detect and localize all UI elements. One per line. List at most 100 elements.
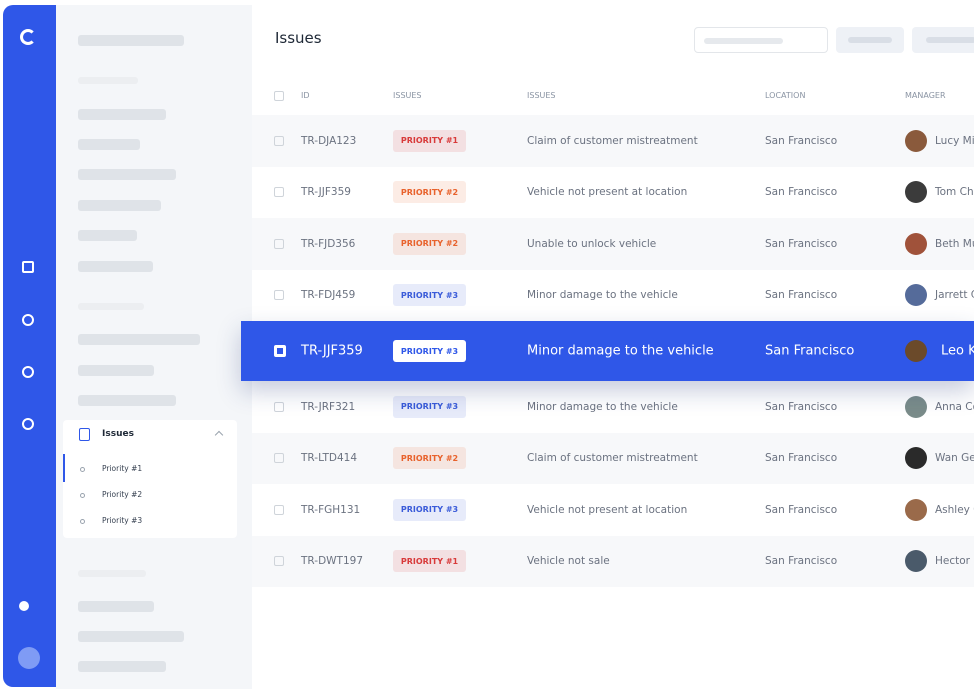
placeholder	[78, 109, 166, 120]
manager-name: Beth Mu	[935, 237, 974, 250]
issue-text: Vehicle not present at location	[527, 503, 688, 516]
nav-group[interactable]: Issues	[102, 429, 134, 439]
issue-text: Vehicle not present at location	[527, 186, 688, 199]
issue-id: TR-FDJ459	[301, 289, 356, 302]
table-row[interactable]: TR-JRF321 PRIORITY #3 Minor damage to the …	[252, 381, 974, 433]
priority-label: PRIORITY #3	[400, 402, 459, 412]
location: San Francisco	[765, 237, 838, 250]
priority-badge: PRIORITY #1	[393, 129, 466, 152]
priority-badge: PRIORITY #3	[393, 284, 466, 307]
nav-card: Issues Priority #1 Priority #2 Priority #3	[63, 420, 237, 538]
nav-icon[interactable]	[22, 314, 34, 326]
table-row[interactable]: TR-FGH131 PRIORITY #3 Vehicle not present …	[252, 484, 974, 536]
placeholder	[78, 139, 140, 150]
issue-id: TR-FGH131	[301, 503, 361, 516]
nav-icon[interactable]	[22, 418, 34, 430]
priority-badge: PRIORITY #2	[393, 232, 466, 255]
issue-text: Minor damage to the vehicle	[527, 400, 678, 413]
row-checkbox[interactable]	[274, 401, 284, 412]
location: San Francisco	[765, 186, 838, 199]
manager-name: Wan Ger	[935, 452, 974, 465]
status-dot	[19, 601, 29, 611]
table-row[interactable]: TR-DJA123 PRIORITY #1 Claim of customer mi…	[252, 115, 974, 167]
priority-badge: PRIORITY #3	[393, 395, 466, 418]
priority-label: PRIORITY #2	[400, 239, 459, 249]
logo[interactable]	[20, 29, 36, 45]
table-row[interactable]: TR-FJD356 PRIORITY #2 Unable to unlock veh…	[252, 218, 974, 270]
bullet	[80, 519, 85, 524]
manager-name: Anna Co	[935, 400, 974, 413]
nav-item[interactable]: Priority #2	[102, 490, 143, 499]
manager-avatar	[905, 447, 927, 470]
location: San Francisco	[765, 289, 838, 302]
nav-icon[interactable]	[22, 366, 34, 378]
issue-id: TR-JJF359	[301, 186, 351, 199]
column-header[interactable]: ISSUES	[527, 91, 556, 100]
issue-id: TR-DWT197	[301, 555, 363, 568]
row-checkbox[interactable]	[274, 187, 284, 198]
priority-label: PRIORITY #2	[400, 187, 459, 197]
priority-label: PRIORITY #3	[400, 290, 459, 300]
issue-text: Claim of customer mistreatment	[527, 452, 698, 465]
row-checkbox[interactable]	[274, 556, 284, 567]
manager-name: Leo K	[941, 343, 974, 359]
priority-label: PRIORITY #3	[400, 346, 459, 356]
placeholder	[78, 334, 200, 345]
manager-avatar	[905, 340, 927, 362]
row-checkbox[interactable]	[274, 238, 284, 249]
table-row[interactable]: TR-FDJ459 PRIORITY #3 Minor damage to the …	[252, 269, 974, 321]
nav-item[interactable]: Priority #3	[102, 516, 143, 525]
row-checkbox[interactable]	[274, 135, 284, 146]
priority-label: PRIORITY #2	[400, 453, 459, 463]
issue-id: TR-FJD356	[301, 237, 356, 250]
manager-name: Ashley G	[935, 503, 974, 516]
location: San Francisco	[765, 555, 838, 568]
manager-avatar	[905, 550, 927, 573]
user-avatar[interactable]	[18, 647, 40, 669]
table-row[interactable]: TR-JJF359 PRIORITY #2 Vehicle not present …	[252, 166, 974, 218]
column-header[interactable]: ID	[301, 91, 310, 100]
manager-name: Jarrett C	[935, 289, 974, 302]
priority-badge: PRIORITY #2	[393, 181, 466, 204]
manager-name: Hector M	[935, 555, 974, 568]
location: San Francisco	[765, 503, 838, 516]
nav-item[interactable]: Priority #1	[102, 464, 143, 473]
doc-icon	[79, 428, 90, 441]
manager-avatar	[905, 284, 927, 307]
header-checkbox[interactable]	[274, 91, 284, 101]
placeholder	[78, 35, 184, 46]
table-row[interactable]: TR-LTD414 PRIORITY #2 Claim of customer mi…	[252, 432, 974, 484]
selected-row[interactable]: TR-JJF359 PRIORITY #3 Minor damage to the …	[241, 321, 974, 381]
placeholder	[78, 261, 153, 272]
column-header[interactable]: LOCATION	[765, 91, 806, 100]
placeholder	[78, 570, 146, 577]
issue-text: Unable to unlock vehicle	[527, 237, 657, 250]
row-checkbox[interactable]	[274, 290, 284, 301]
nav-icon[interactable]	[22, 261, 34, 273]
row-checkbox[interactable]	[274, 345, 286, 357]
row-checkbox[interactable]	[274, 504, 284, 515]
manager-name: Tom Cha	[935, 186, 974, 199]
page-title: Issues	[275, 29, 322, 47]
toolbar-button[interactable]	[912, 27, 974, 53]
column-header[interactable]: MANAGER	[905, 91, 946, 100]
manager-name: Lucy Mil	[935, 134, 974, 147]
search-box[interactable]	[694, 27, 828, 53]
placeholder	[78, 365, 154, 376]
location: San Francisco	[765, 452, 838, 465]
column-header[interactable]: ISSUES	[393, 91, 422, 100]
toolbar-button[interactable]	[836, 27, 904, 53]
placeholder	[78, 601, 154, 612]
issue-id: TR-JJF359	[301, 343, 363, 359]
priority-label: PRIORITY #1	[400, 556, 459, 566]
active-indicator	[63, 454, 65, 482]
bullet	[80, 467, 85, 472]
location: San Francisco	[765, 400, 838, 413]
row-checkbox[interactable]	[274, 453, 284, 464]
table-row[interactable]: TR-DWT197 PRIORITY #1 Vehicle not sale San …	[252, 535, 974, 587]
issue-id: TR-DJA123	[301, 134, 357, 147]
issue-text: Minor damage to the vehicle	[527, 343, 714, 359]
sidebar	[56, 5, 252, 689]
chevron[interactable]	[214, 430, 224, 440]
placeholder	[78, 395, 176, 406]
